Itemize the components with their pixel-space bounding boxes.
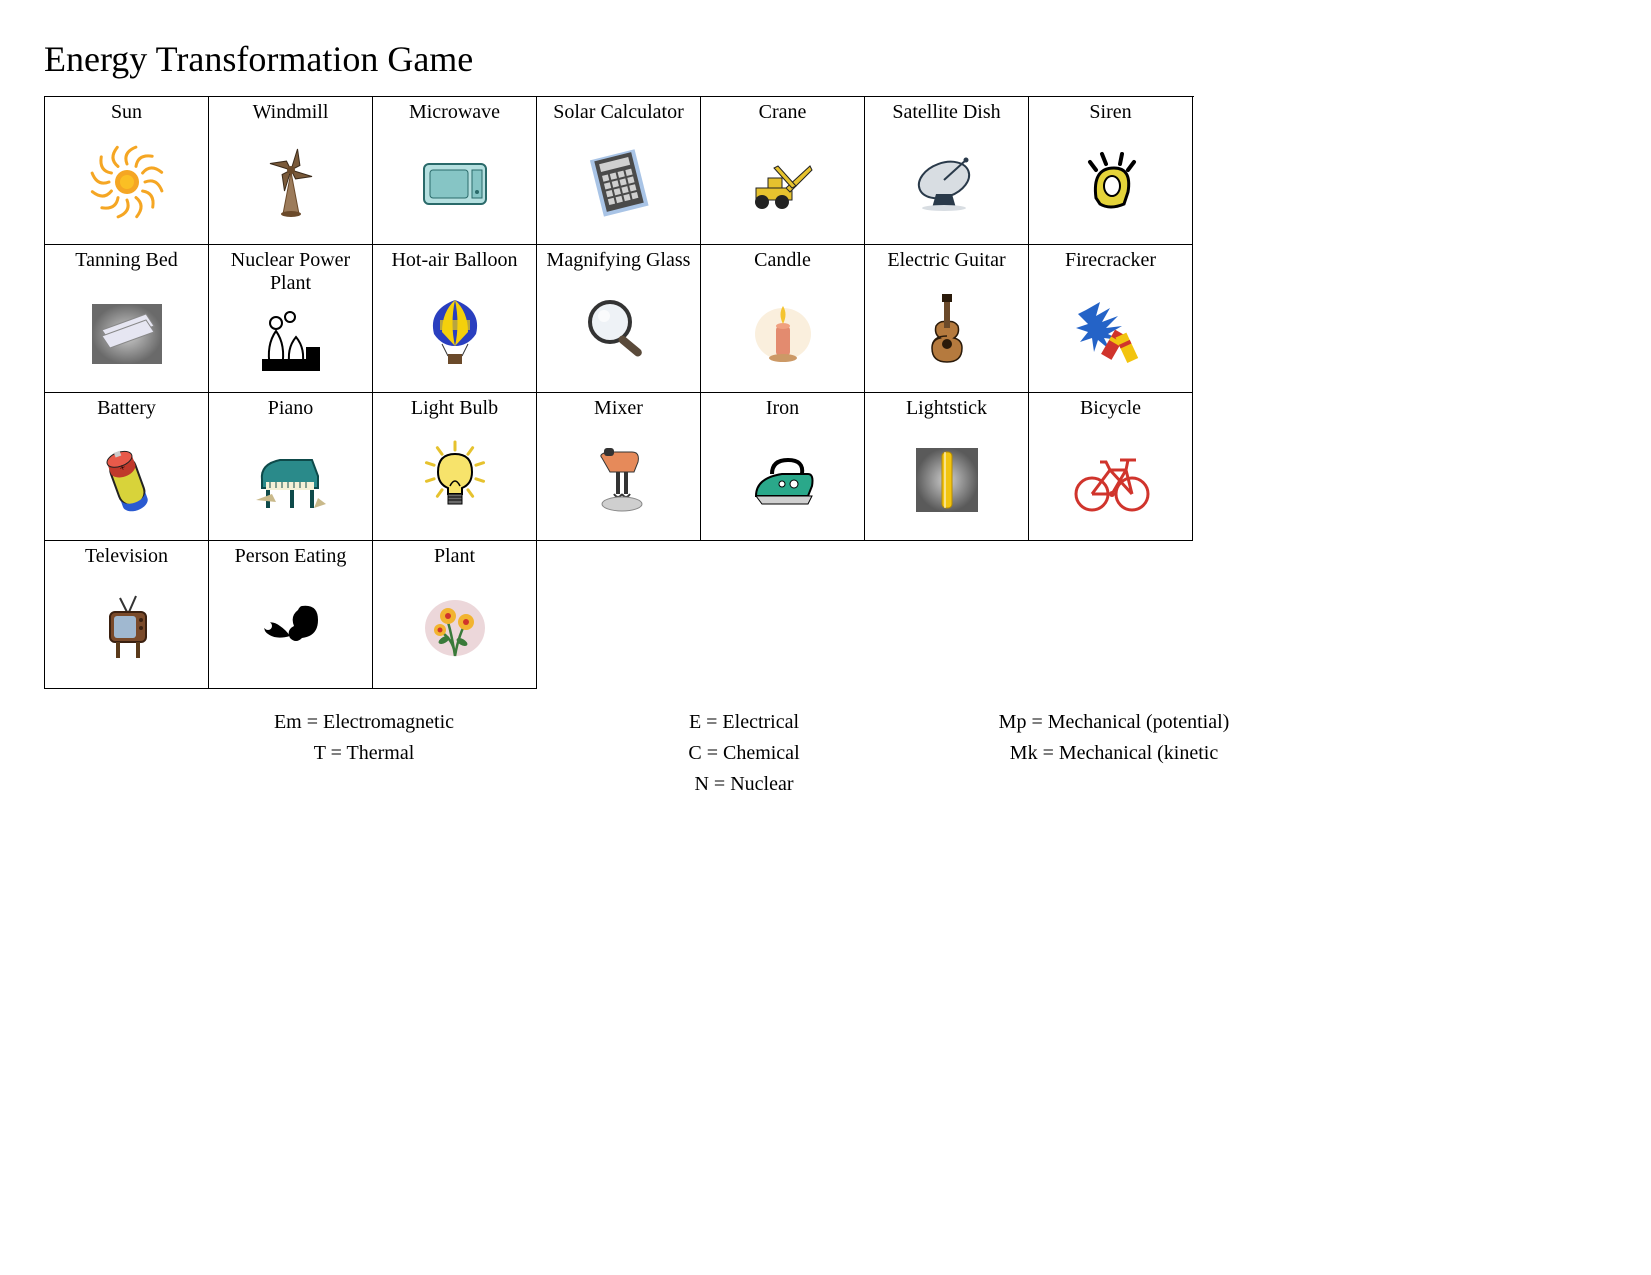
- legend-entry: Mp = Mechanical (potential): [999, 711, 1230, 734]
- magnifier-icon: [541, 273, 696, 386]
- card-label: Hot-air Balloon: [391, 249, 517, 273]
- card-television: Television: [45, 541, 209, 689]
- candle-icon: [705, 273, 860, 386]
- sun-icon: [49, 125, 204, 238]
- card-piano: Piano: [209, 393, 373, 541]
- card-label: Solar Calculator: [553, 101, 684, 125]
- card-candle: Candle: [701, 245, 865, 393]
- piano-icon: [213, 421, 368, 534]
- card-label: Piano: [268, 397, 314, 421]
- page-title: Energy Transformation Game: [44, 38, 1607, 80]
- card-crane: Crane: [701, 97, 865, 245]
- card-grid: Sun Windmill Microwave Solar Calculator Cran…: [44, 96, 1194, 689]
- card-label: Siren: [1089, 101, 1131, 125]
- legend-entry: C = Chemical: [688, 742, 799, 765]
- microwave-icon: [377, 125, 532, 238]
- card-label: Plant: [434, 545, 475, 569]
- balloon-icon: [377, 273, 532, 386]
- legend-column: Em = Electromagnetic T = Thermal: [154, 711, 574, 796]
- card-siren: Siren: [1029, 97, 1193, 245]
- card-windmill: Windmill: [209, 97, 373, 245]
- lightstick-icon: [869, 421, 1024, 534]
- card-label: Microwave: [409, 101, 500, 125]
- plant-icon: [377, 569, 532, 682]
- card-microwave: Microwave: [373, 97, 537, 245]
- card-label: Candle: [754, 249, 811, 273]
- card-label: Satellite Dish: [892, 101, 1000, 125]
- eating-icon: [213, 569, 368, 682]
- card-tanningbed: Tanning Bed: [45, 245, 209, 393]
- battery-icon: +: [49, 421, 204, 534]
- card-sun: Sun: [45, 97, 209, 245]
- tanningbed-icon: [49, 273, 204, 386]
- card-label: Lightstick: [906, 397, 987, 421]
- card-label: Sun: [111, 101, 142, 125]
- card-label: Electric Guitar: [887, 249, 1005, 273]
- legend: Em = Electromagnetic T = Thermal E = Elect…: [154, 711, 1607, 796]
- iron-icon: [705, 421, 860, 534]
- card-magnifier: Magnifying Glass: [537, 245, 701, 393]
- crane-icon: [705, 125, 860, 238]
- card-label: Person Eating: [235, 545, 347, 569]
- card-label: Battery: [97, 397, 156, 421]
- card-label: Mixer: [594, 397, 643, 421]
- television-icon: [49, 569, 204, 682]
- legend-entry: Em = Electromagnetic: [274, 711, 454, 734]
- legend-column: Mp = Mechanical (potential) Mk = Mechanic…: [914, 711, 1314, 796]
- card-bicycle: Bicycle: [1029, 393, 1193, 541]
- calculator-icon: [541, 125, 696, 238]
- card-label: Firecracker: [1065, 249, 1156, 273]
- card-balloon: Hot-air Balloon: [373, 245, 537, 393]
- card-label: Crane: [759, 101, 807, 125]
- lightbulb-icon: [377, 421, 532, 534]
- card-lightbulb: Light Bulb: [373, 393, 537, 541]
- card-label: Windmill: [253, 101, 329, 125]
- card-iron: Iron: [701, 393, 865, 541]
- card-firecracker: Firecracker: [1029, 245, 1193, 393]
- card-powerplant: Nuclear Power Plant: [209, 245, 373, 393]
- card-label: Bicycle: [1080, 397, 1141, 421]
- card-label: Television: [85, 545, 168, 569]
- card-mixer: Mixer: [537, 393, 701, 541]
- card-eating: Person Eating: [209, 541, 373, 689]
- powerplant-icon: [213, 295, 368, 386]
- legend-entry: Mk = Mechanical (kinetic: [1010, 742, 1218, 765]
- card-label: Nuclear Power Plant: [213, 249, 368, 295]
- card-calculator: Solar Calculator: [537, 97, 701, 245]
- windmill-icon: [213, 125, 368, 238]
- siren-icon: [1033, 125, 1188, 238]
- guitar-icon: [869, 273, 1024, 386]
- card-plant: Plant: [373, 541, 537, 689]
- mixer-icon: [541, 421, 696, 534]
- card-label: Tanning Bed: [75, 249, 177, 273]
- bicycle-icon: [1033, 421, 1188, 534]
- card-lightstick: Lightstick: [865, 393, 1029, 541]
- card-label: Magnifying Glass: [547, 249, 691, 273]
- card-label: Iron: [766, 397, 799, 421]
- legend-entry: N = Nuclear: [694, 773, 793, 796]
- legend-entry: E = Electrical: [689, 711, 799, 734]
- card-label: Light Bulb: [411, 397, 498, 421]
- legend-column: E = Electrical C = Chemical N = Nuclear: [574, 711, 914, 796]
- satellite-icon: [869, 125, 1024, 238]
- card-battery: Battery+: [45, 393, 209, 541]
- legend-entry: T = Thermal: [314, 742, 415, 765]
- firecracker-icon: [1033, 273, 1188, 386]
- card-satellite: Satellite Dish: [865, 97, 1029, 245]
- card-guitar: Electric Guitar: [865, 245, 1029, 393]
